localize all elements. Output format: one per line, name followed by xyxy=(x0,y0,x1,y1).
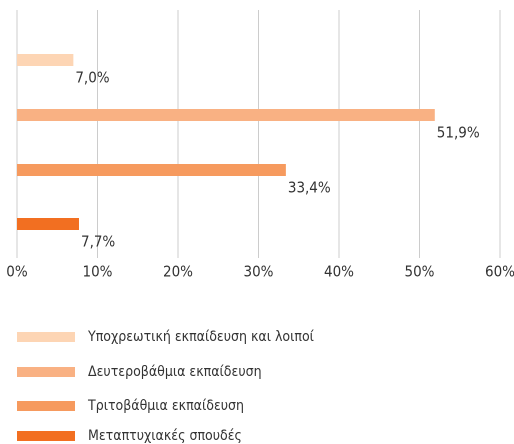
x-tick-label: 0% xyxy=(6,263,28,281)
legend-swatch xyxy=(17,367,75,377)
bar xyxy=(17,164,286,176)
x-tick-label: 30% xyxy=(244,263,274,281)
legend-label: Τριτοβάθμια εκπαίδευση xyxy=(87,398,244,414)
legend-swatch xyxy=(17,401,75,411)
x-tick-label: 20% xyxy=(163,263,193,281)
legend-swatch xyxy=(17,332,75,342)
bar xyxy=(17,54,74,66)
x-tick-label: 40% xyxy=(324,263,354,281)
legend-label: Υποχρεωτική εκπαίδευση και λοιποί xyxy=(87,329,315,345)
x-tick-label: 50% xyxy=(405,263,435,281)
legend-swatch xyxy=(17,431,75,441)
legend-label: Μεταπτυχιακές σπουδές xyxy=(88,428,242,444)
x-tick-label: 10% xyxy=(83,263,113,281)
data-label: 7,0% xyxy=(75,69,109,87)
data-label: 33,4% xyxy=(288,179,331,197)
data-label: 51,9% xyxy=(437,124,480,142)
bar xyxy=(17,218,79,230)
legend-label: Δευτεροβάθμια εκπαίδευση xyxy=(88,364,262,380)
bar xyxy=(17,109,435,121)
data-label: 7,7% xyxy=(81,233,115,251)
x-tick-label: 60% xyxy=(485,263,514,281)
